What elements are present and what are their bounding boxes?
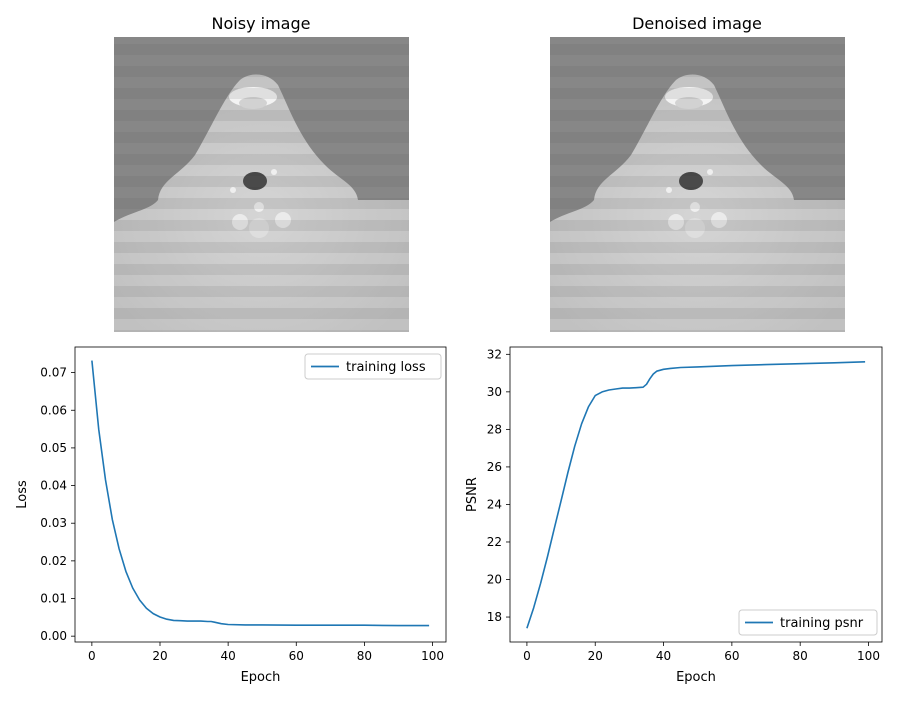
y-tick-label: 0.06 bbox=[40, 403, 67, 417]
y-tick-label: 0.07 bbox=[40, 366, 67, 380]
psnr-chart: 0 20 40 60 80 100 18 20 22 24 26 28 30 32 Epoch PSNR tra… bbox=[465, 346, 883, 685]
y-tick-label: 18 bbox=[487, 610, 502, 624]
y-axis-label: PSNR bbox=[465, 477, 480, 512]
x-tick-label: 80 bbox=[793, 649, 808, 663]
y-tick-label: 0.04 bbox=[40, 479, 67, 493]
y-tick-label: 0.02 bbox=[40, 554, 67, 568]
legend: training psnr bbox=[738, 609, 878, 636]
series-line-training-psnr bbox=[526, 361, 866, 629]
legend-box bbox=[738, 609, 878, 636]
legend-label: training loss bbox=[346, 360, 426, 375]
y-tick-label: 0.03 bbox=[40, 516, 67, 530]
noisy-image-title: Noisy image bbox=[212, 14, 311, 33]
y-tick-label: 0.05 bbox=[40, 441, 67, 455]
y-tick-label: 28 bbox=[487, 422, 502, 436]
denoised-image bbox=[550, 37, 845, 332]
x-tick-label: 20 bbox=[588, 649, 603, 663]
x-tick-label: 100 bbox=[421, 649, 444, 663]
y-tick-label: 0.00 bbox=[40, 629, 67, 643]
y-tick-label: 26 bbox=[487, 460, 502, 474]
noisy-image bbox=[114, 37, 409, 332]
legend-label: training psnr bbox=[780, 616, 864, 631]
plot-frame bbox=[74, 346, 447, 643]
x-tick-label: 40 bbox=[220, 649, 235, 663]
y-tick-label: 32 bbox=[487, 347, 502, 361]
y-axis-label: Loss bbox=[15, 480, 30, 509]
denoised-image-title: Denoised image bbox=[632, 14, 762, 33]
loss-chart: 0 20 40 60 80 100 0.00 0.01 0.02 0.03 0.04 0.05 0.06… bbox=[15, 346, 447, 685]
series-line-training-loss bbox=[91, 360, 430, 627]
legend: training loss bbox=[304, 353, 442, 380]
y-tick-label: 20 bbox=[487, 573, 502, 587]
x-axis-label: Epoch bbox=[676, 670, 716, 685]
x-tick-label: 40 bbox=[656, 649, 671, 663]
y-tick-label: 22 bbox=[487, 535, 502, 549]
plot-frame bbox=[509, 346, 883, 643]
x-axis-label: Epoch bbox=[241, 670, 281, 685]
x-tick-label: 20 bbox=[152, 649, 167, 663]
x-tick-label: 0 bbox=[523, 649, 531, 663]
x-tick-label: 80 bbox=[357, 649, 372, 663]
y-tick-label: 24 bbox=[487, 497, 502, 511]
y-tick-label: 30 bbox=[487, 385, 502, 399]
x-tick-label: 60 bbox=[724, 649, 739, 663]
x-tick-label: 0 bbox=[88, 649, 96, 663]
x-tick-label: 100 bbox=[857, 649, 880, 663]
x-tick-label: 60 bbox=[289, 649, 304, 663]
legend-box bbox=[304, 353, 442, 380]
y-tick-label: 0.01 bbox=[40, 592, 67, 606]
